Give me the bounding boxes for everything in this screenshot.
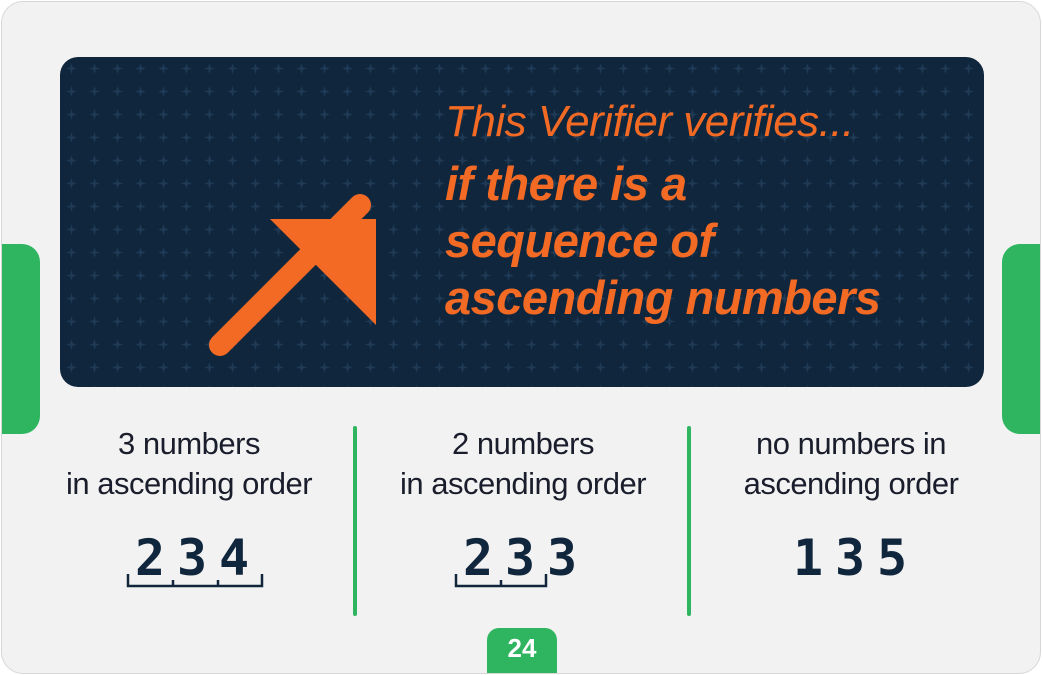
digit: 3 xyxy=(176,529,208,587)
digit: 3 xyxy=(504,529,536,587)
example-column-3: no numbers in ascending order xyxy=(686,424,1016,504)
headline-lead: This Verifier verifies... xyxy=(445,97,854,146)
example-label: no numbers in ascending order xyxy=(743,426,959,501)
bracket-icon xyxy=(126,574,264,588)
arrow-up-right-icon xyxy=(209,194,376,356)
headline-main: if there is a sequence of ascending numb… xyxy=(445,157,881,324)
example-column-2: 2 numbers in ascending order xyxy=(358,424,688,504)
left-side-tab xyxy=(2,244,40,434)
digit: 4 xyxy=(218,529,250,587)
diamond-pattern xyxy=(60,57,984,387)
column-divider xyxy=(353,426,357,616)
digit: 2 xyxy=(134,529,166,587)
digit-sequence: 1 3 5 xyxy=(792,532,908,584)
digit: 3 xyxy=(834,529,866,587)
digit: 3 xyxy=(546,529,578,587)
digit: 2 xyxy=(462,529,494,587)
digit-sequence: 2 3 3 xyxy=(462,532,578,584)
banner: This Verifier verifies... if there is a … xyxy=(60,57,984,387)
digit: 5 xyxy=(876,529,908,587)
bracket-icon xyxy=(454,574,548,588)
digit-sequence: 2 3 4 xyxy=(134,532,250,584)
page-number: 24 xyxy=(487,628,557,673)
example-label: 3 numbers in ascending order xyxy=(65,426,313,501)
column-divider xyxy=(687,426,691,616)
right-side-tab xyxy=(1002,244,1040,434)
digit: 1 xyxy=(792,529,824,587)
headline: This Verifier verifies... if there is a … xyxy=(445,97,965,326)
example-label: 2 numbers in ascending order xyxy=(399,426,647,501)
example-column-1: 3 numbers in ascending order xyxy=(24,424,354,504)
